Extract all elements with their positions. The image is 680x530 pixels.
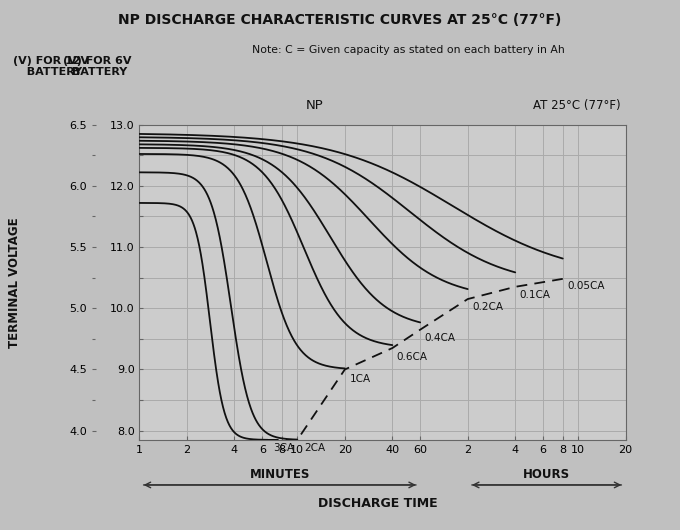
Text: MINUTES: MINUTES bbox=[250, 467, 310, 481]
Text: 1CA: 1CA bbox=[350, 374, 371, 384]
Text: 0.05CA: 0.05CA bbox=[567, 281, 605, 291]
Text: 3CA: 3CA bbox=[273, 443, 294, 453]
Text: HOURS: HOURS bbox=[523, 467, 571, 481]
Text: NP DISCHARGE CHARACTERISTIC CURVES AT 25°C (77°F): NP DISCHARGE CHARACTERISTIC CURVES AT 25… bbox=[118, 13, 562, 27]
Text: 0.6CA: 0.6CA bbox=[396, 352, 428, 362]
Text: 2CA: 2CA bbox=[304, 443, 325, 453]
Text: 0.4CA: 0.4CA bbox=[424, 333, 456, 342]
Text: (V) FOR 6V
 BATTERY: (V) FOR 6V BATTERY bbox=[63, 56, 131, 77]
Text: 0.1CA: 0.1CA bbox=[520, 290, 550, 300]
Text: Note: C = Given capacity as stated on each battery in Ah: Note: C = Given capacity as stated on ea… bbox=[252, 45, 564, 55]
Text: TERMINAL VOLTAGE: TERMINAL VOLTAGE bbox=[8, 217, 22, 348]
Text: 0.2CA: 0.2CA bbox=[472, 302, 503, 312]
Text: NP: NP bbox=[305, 99, 323, 112]
Text: AT 25°C (77°F): AT 25°C (77°F) bbox=[533, 99, 621, 112]
Text: (V) FOR 12V
  BATTERY: (V) FOR 12V BATTERY bbox=[13, 56, 89, 77]
Text: DISCHARGE TIME: DISCHARGE TIME bbox=[318, 497, 437, 510]
